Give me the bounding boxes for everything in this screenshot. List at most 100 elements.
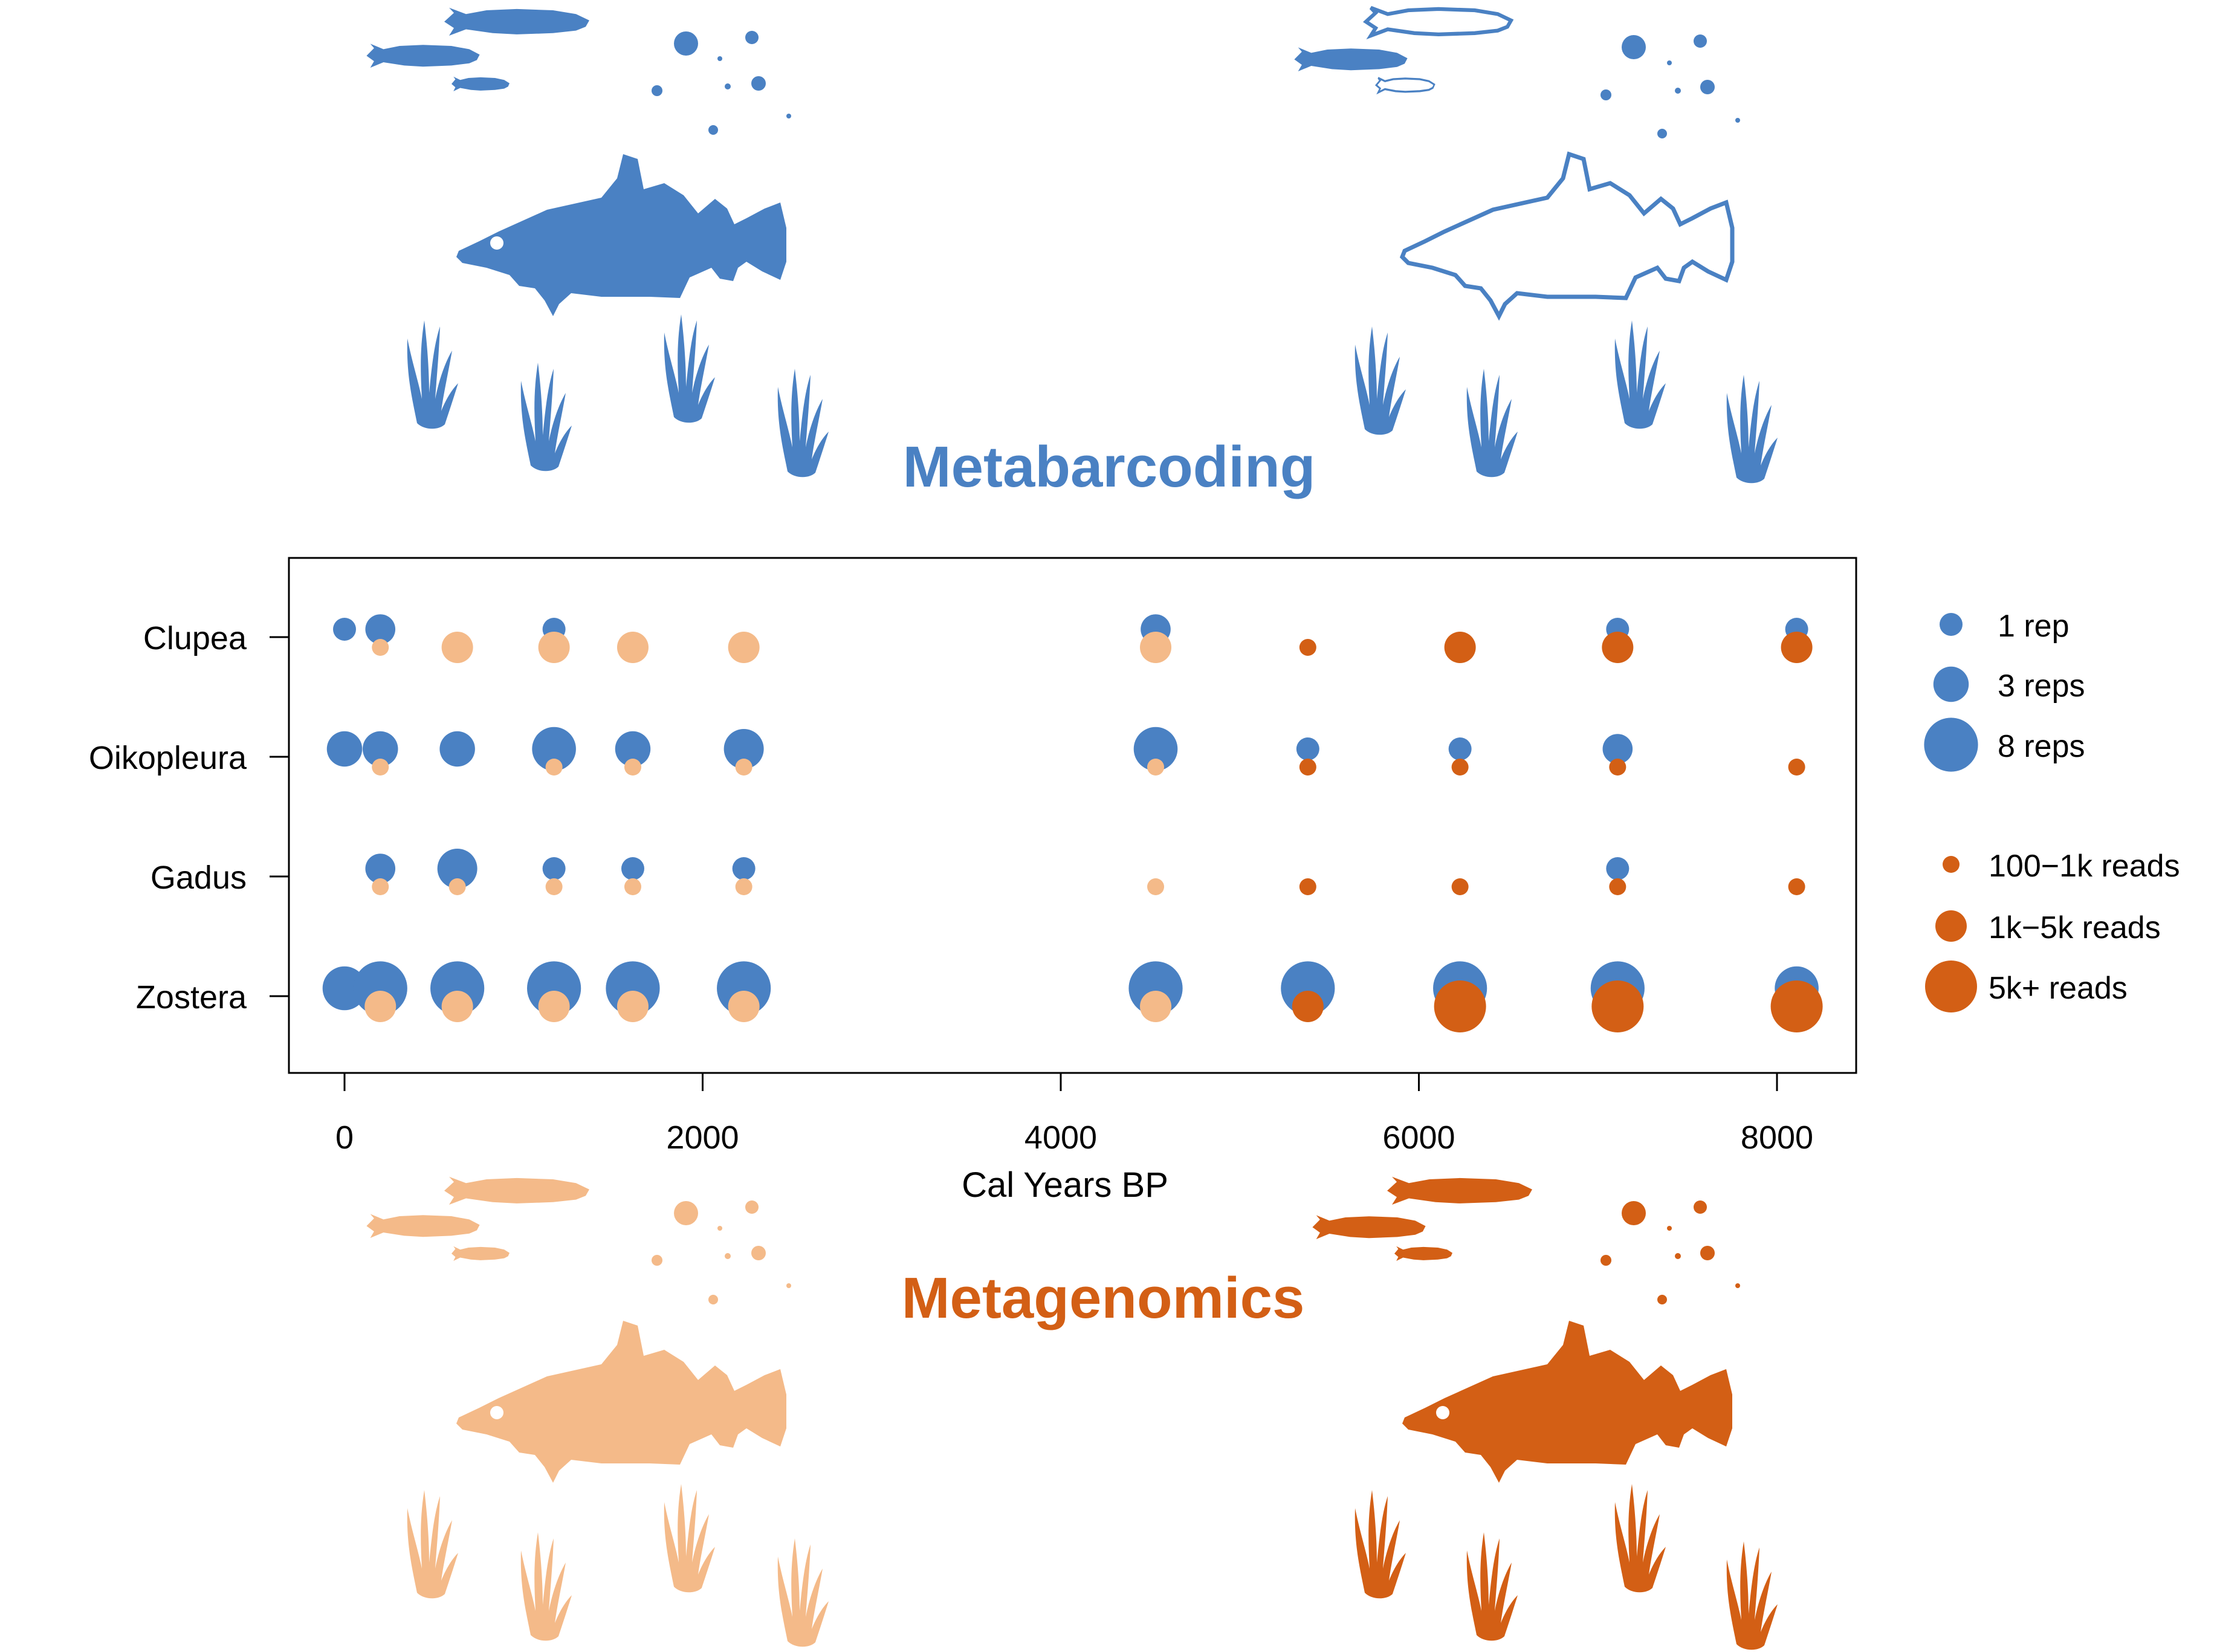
metabarcoding-point: [723, 729, 764, 769]
metagenomics-illustration: Metagenomics: [366, 1176, 1778, 1650]
metabarcoding-point: [1602, 734, 1633, 764]
metagenomics-point: [1299, 759, 1316, 776]
metagenomics-point: [1451, 759, 1469, 776]
metagenomics-point: [1292, 991, 1324, 1022]
legend-reads-label: 100−1k reads: [1989, 849, 2180, 884]
herring-fish-icon: [366, 7, 589, 91]
metagenomics-point: [1147, 878, 1165, 895]
metagenomics-point: [1602, 632, 1634, 663]
y-tick-label: Clupea: [143, 620, 247, 656]
metabarcoding-point: [1296, 737, 1319, 760]
plankton-dots-icon: [652, 31, 791, 135]
legend-reads-label: 5k+ reads: [1989, 971, 2128, 1006]
plankton-dots-icon: [1600, 1200, 1740, 1304]
metagenomics-point: [1781, 632, 1813, 663]
legend-rep-swatch: [1940, 613, 1963, 636]
eelgrass-icon: [407, 314, 829, 478]
y-tick-label: Zostera: [136, 979, 247, 1015]
x-tick-label: 4000: [1024, 1119, 1097, 1156]
chart-plot-area: Clupea Oikopleura Gadus Zostera 0 2000 4000 60…: [89, 557, 1857, 1205]
metabarcoding-point: [363, 731, 398, 767]
metabarcoding-point: [437, 849, 477, 889]
eelgrass-icon: [407, 1484, 829, 1647]
metabarcoding-point: [1448, 737, 1472, 760]
metagenomics-point: [728, 991, 760, 1022]
metabarcoding-heading: Metabarcoding: [903, 435, 1316, 499]
metagenomics-point: [735, 878, 752, 895]
legend-rep-swatch: [1933, 666, 1969, 702]
metagenomics-point: [1609, 759, 1626, 776]
data-points: [322, 614, 1823, 1032]
legend-reads-swatch: [1925, 960, 1977, 1012]
metagenomics-point: [1609, 878, 1626, 895]
legend-reads-swatch: [1943, 856, 1960, 873]
metabarcoding-point: [322, 966, 367, 1011]
metabarcoding-point: [365, 614, 396, 644]
metabarcoding-point: [439, 731, 475, 767]
metagenomics-point: [624, 759, 641, 776]
metagenomics-point: [1788, 759, 1805, 776]
herring-fish-icon: [1294, 8, 1511, 94]
metagenomics-point: [364, 991, 396, 1022]
metagenomics-point: [1140, 991, 1172, 1022]
metagenomics-point: [1434, 980, 1486, 1032]
metagenomics-point: [1147, 759, 1165, 776]
plot-frame: [288, 557, 1857, 1074]
metabarcoding-point: [1133, 727, 1178, 771]
metagenomics-point: [1451, 878, 1469, 895]
cod-fish-icon: [456, 154, 786, 316]
y-tick-label: Gadus: [150, 860, 247, 896]
metagenomics-point: [538, 991, 570, 1022]
metagenomics-point: [1299, 639, 1316, 656]
x-tick-label: 0: [335, 1119, 354, 1156]
metagenomics-point: [624, 878, 641, 895]
metagenomics-point: [372, 878, 389, 895]
metagenomics-point: [1770, 980, 1823, 1032]
legend-reads-swatch: [1935, 910, 1967, 942]
eelgrass-icon: [1354, 320, 1778, 484]
metabarcoding-point: [621, 857, 644, 880]
cod-fish-icon: [1402, 1321, 1732, 1483]
x-tick-label: 2000: [666, 1119, 739, 1156]
metagenomics-point: [617, 632, 649, 663]
eelgrass-icon: [1354, 1484, 1778, 1650]
metabarcoding-point: [1606, 857, 1630, 880]
cod-fish-icon: [1402, 154, 1732, 316]
x-tick-label: 8000: [1741, 1119, 1813, 1156]
metagenomics-point: [735, 759, 752, 776]
legend-rep-label: 3 reps: [1998, 669, 2085, 704]
metagenomics-point: [372, 759, 389, 776]
metagenomics-point: [1788, 878, 1805, 895]
cod-fish-icon: [456, 1321, 786, 1483]
y-tick-label: Oikopleura: [89, 740, 247, 776]
metagenomics-point: [545, 878, 563, 895]
metabarcoding-point: [333, 618, 356, 641]
metabarcoding-point: [326, 731, 363, 767]
x-axis-label: Cal Years BP: [962, 1165, 1168, 1205]
herring-fish-icon: [366, 1176, 589, 1261]
metagenomics-point: [538, 632, 570, 663]
legend-reads-label: 1k−5k reads: [1989, 910, 2161, 945]
x-axis: 0 2000 4000 6000 8000: [335, 1073, 1813, 1156]
metagenomics-point: [441, 632, 473, 663]
metagenomics-point: [1591, 980, 1644, 1032]
metabarcoding-point: [542, 857, 566, 880]
legend-rep-label: 8 reps: [1998, 729, 2085, 764]
legend-rep-swatch: [1924, 717, 1978, 772]
plankton-dots-icon: [1600, 34, 1740, 138]
metagenomics-point: [545, 759, 563, 776]
metabarcoding-point: [365, 854, 396, 884]
metagenomics-heading: Metagenomics: [902, 1266, 1305, 1330]
metabarcoding-point: [732, 857, 756, 880]
metagenomics-point: [1299, 878, 1316, 895]
plankton-dots-icon: [652, 1200, 791, 1304]
metabarcoding-illustration: Metabarcoding: [366, 8, 1778, 499]
metagenomics-point: [1140, 632, 1172, 663]
metagenomics-point: [448, 878, 466, 895]
metagenomics-point: [372, 639, 389, 656]
metagenomics-point: [617, 991, 649, 1022]
legend-rep-label: 1 rep: [1998, 609, 2070, 644]
x-tick-label: 6000: [1382, 1119, 1455, 1156]
y-axis: Clupea Oikopleura Gadus Zostera: [89, 620, 289, 1015]
